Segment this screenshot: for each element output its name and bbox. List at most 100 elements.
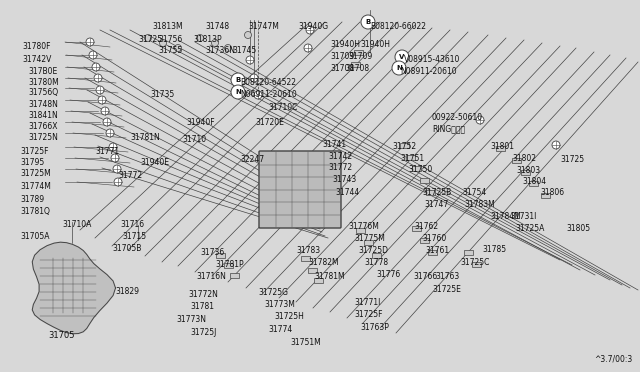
Bar — [463, 250, 472, 254]
Text: B: B — [365, 19, 371, 25]
Bar — [355, 228, 365, 232]
Text: 31725E: 31725E — [432, 285, 461, 294]
Circle shape — [314, 219, 318, 223]
Text: 31774M: 31774M — [20, 182, 51, 191]
Text: 31755: 31755 — [158, 46, 182, 55]
Text: B08120-66022: B08120-66022 — [370, 22, 426, 31]
Circle shape — [113, 165, 121, 173]
Text: 31785: 31785 — [482, 245, 506, 254]
Text: 31716N: 31716N — [196, 272, 226, 281]
Text: 00922-50610: 00922-50610 — [432, 113, 483, 122]
Text: 31761: 31761 — [425, 246, 449, 255]
Text: 31731I: 31731I — [510, 212, 536, 221]
Text: 31940F: 31940F — [186, 118, 214, 127]
Text: 31773N: 31773N — [176, 315, 206, 324]
Bar — [412, 225, 420, 231]
Circle shape — [395, 50, 409, 64]
Text: 31802: 31802 — [512, 154, 536, 163]
Text: 31725: 31725 — [560, 155, 584, 164]
Text: 31752: 31752 — [392, 142, 416, 151]
Text: 31780M: 31780M — [28, 78, 59, 87]
Circle shape — [175, 45, 182, 51]
Text: 31725J: 31725J — [190, 328, 216, 337]
Bar — [495, 145, 504, 151]
Text: 31940H: 31940H — [330, 40, 360, 49]
Circle shape — [86, 38, 94, 46]
Text: 31940E: 31940E — [140, 158, 169, 167]
Text: 31940H: 31940H — [360, 40, 390, 49]
Text: 31735: 31735 — [150, 90, 174, 99]
Circle shape — [306, 26, 314, 34]
Circle shape — [330, 156, 334, 160]
Text: 31708: 31708 — [330, 64, 354, 73]
Circle shape — [111, 154, 119, 162]
Circle shape — [250, 74, 258, 82]
Text: 31741: 31741 — [322, 140, 346, 149]
Text: V08915-43610: V08915-43610 — [404, 55, 460, 64]
Text: 31725C: 31725C — [460, 258, 490, 267]
Circle shape — [159, 39, 166, 46]
Text: 31780F: 31780F — [22, 42, 51, 51]
Bar — [223, 263, 232, 267]
Circle shape — [266, 206, 270, 210]
Bar — [353, 49, 362, 55]
Text: 31736N: 31736N — [205, 46, 235, 55]
Text: 31754: 31754 — [462, 188, 486, 197]
Text: 31781: 31781 — [190, 302, 214, 311]
Circle shape — [114, 178, 122, 186]
Circle shape — [552, 141, 560, 149]
Text: 31781N: 31781N — [130, 133, 160, 142]
Text: 31813P: 31813P — [193, 35, 221, 44]
Text: 31725N: 31725N — [28, 133, 58, 142]
Bar — [520, 170, 529, 174]
Bar — [307, 267, 317, 273]
Circle shape — [225, 45, 232, 51]
Text: 31775M: 31775M — [354, 234, 385, 243]
Text: 31784M: 31784M — [490, 212, 521, 221]
Text: 31748N: 31748N — [28, 100, 58, 109]
Text: B: B — [236, 77, 241, 83]
Text: 31747: 31747 — [424, 200, 448, 209]
Circle shape — [145, 35, 152, 42]
Text: 31772N: 31772N — [188, 290, 218, 299]
Bar — [406, 154, 415, 160]
Text: N: N — [396, 65, 402, 71]
Bar — [314, 278, 323, 282]
Text: 31725B: 31725B — [422, 188, 451, 197]
Bar — [511, 157, 520, 163]
Circle shape — [282, 219, 286, 223]
Text: 31804: 31804 — [522, 177, 546, 186]
Text: 31841N: 31841N — [28, 111, 58, 120]
Text: 31745: 31745 — [232, 46, 256, 55]
Bar — [230, 273, 239, 278]
Text: 31725: 31725 — [138, 35, 162, 44]
Bar — [399, 142, 408, 148]
Polygon shape — [32, 242, 115, 334]
Bar — [426, 189, 435, 195]
Bar — [419, 177, 429, 183]
Text: 31709: 31709 — [348, 52, 372, 61]
Circle shape — [94, 74, 102, 82]
Circle shape — [282, 194, 286, 198]
Circle shape — [304, 44, 312, 52]
Text: 31710A: 31710A — [62, 220, 92, 229]
Circle shape — [211, 39, 218, 46]
Text: 31801: 31801 — [490, 142, 514, 151]
Bar — [351, 61, 360, 67]
Text: 31705A: 31705A — [20, 232, 49, 241]
Text: 31766X: 31766X — [28, 122, 58, 131]
Text: 31708: 31708 — [345, 64, 369, 73]
Text: 31781P: 31781P — [215, 260, 244, 269]
Text: 31742: 31742 — [328, 152, 352, 161]
Circle shape — [246, 56, 254, 64]
Text: N08911-20610: N08911-20610 — [400, 67, 456, 76]
Text: 31803: 31803 — [516, 166, 540, 175]
Circle shape — [244, 32, 252, 38]
Text: 31795: 31795 — [20, 158, 44, 167]
Bar — [371, 253, 381, 257]
Text: 31756Q: 31756Q — [28, 88, 58, 97]
Text: 31781M: 31781M — [314, 272, 344, 281]
Circle shape — [98, 96, 106, 104]
Text: 31762: 31762 — [414, 222, 438, 231]
Text: 31781Q: 31781Q — [20, 207, 50, 216]
